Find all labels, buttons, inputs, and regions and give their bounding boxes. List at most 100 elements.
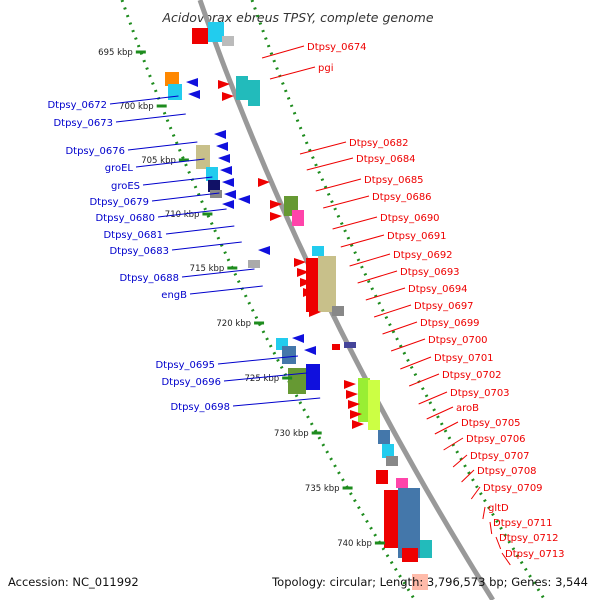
forward-label-leader: [323, 195, 370, 209]
scale-tick-label: 735 kbp: [305, 484, 340, 494]
gene-block: [312, 246, 324, 256]
forward-gene-label: Dtpsy_0691: [387, 231, 447, 242]
gene-block: [358, 378, 370, 422]
forward-gene-label: Dtpsy_0711: [493, 518, 553, 529]
reverse-gene-label: Dtpsy_0676: [65, 146, 125, 157]
forward-label-leader: [434, 421, 459, 435]
scale-tick-label: 700 kbp: [119, 102, 154, 112]
gene-arrow: [186, 78, 198, 87]
gene-block: [402, 548, 418, 562]
forward-label-leader: [495, 536, 502, 550]
map-title: Acidovorax ebreus TPSY, complete genome: [161, 10, 433, 25]
gene-block: [396, 478, 408, 488]
forward-gene-label: Dtpsy_0702: [442, 370, 502, 381]
gene-arrow: [352, 420, 364, 429]
scale-tick-label: 715 kbp: [190, 264, 225, 274]
forward-gene-label: Dtpsy_0697: [414, 301, 474, 312]
gene-block: [282, 346, 296, 364]
forward-gene-label: Dtpsy_0686: [372, 192, 432, 203]
gene-block: [384, 490, 398, 548]
forward-label-leader: [489, 521, 493, 535]
gene-arrow: [304, 346, 316, 355]
gene-arrow: [270, 212, 282, 221]
gene-arrow: [222, 178, 234, 187]
topology-label: Topology: circular; Length: 3,796,573 bp…: [271, 575, 588, 589]
gene-arrow: [297, 268, 309, 277]
forward-gene-label: Dtpsy_0699: [420, 318, 480, 329]
gene-arrow: [218, 80, 230, 89]
label-leader-lines: [109, 45, 511, 566]
forward-gene-label: Dtpsy_0708: [477, 466, 537, 477]
gene-block: [208, 180, 220, 192]
scale-tick-label: 705 kbp: [141, 156, 176, 166]
forward-label-leader: [349, 253, 391, 267]
reverse-gene-label: groEL: [105, 163, 134, 174]
gene-arrow: [258, 246, 270, 255]
forward-label-leader: [261, 45, 305, 59]
scale-tick-label: 740 kbp: [337, 539, 372, 549]
reverse-label-leader: [165, 225, 235, 235]
accession-label: Accession: NC_011992: [8, 575, 139, 589]
forward-gene-label: Dtpsy_0682: [349, 138, 409, 149]
gene-arrow: [218, 154, 230, 163]
reverse-gene-label: Dtpsy_0681: [103, 230, 163, 241]
forward-label-leader: [365, 287, 406, 301]
gene-arrow: [348, 400, 360, 409]
gene-block: [378, 430, 390, 444]
reverse-gene-label: groES: [111, 181, 140, 192]
gene-arrow: [270, 200, 282, 209]
forward-label-leader: [400, 356, 432, 370]
scale-tick-label: 695 kbp: [98, 48, 133, 58]
forward-label-leader: [452, 454, 468, 468]
reverse-gene-label: Dtpsy_0672: [47, 100, 107, 111]
feature-track-guides: [120, 0, 547, 600]
gene-block: [306, 258, 318, 312]
reverse-gene-label: Dtpsy_0698: [170, 402, 230, 413]
forward-label-leader: [426, 406, 454, 420]
reverse-gene-label: engB: [161, 290, 187, 301]
gene-block: [382, 444, 394, 458]
gene-block: [236, 76, 248, 100]
forward-gene-label: Dtpsy_0706: [466, 434, 526, 445]
forward-label-leader: [340, 234, 385, 248]
gene-arrow: [306, 298, 318, 307]
gene-block: [386, 456, 398, 466]
forward-label-leader: [443, 437, 464, 451]
gene-block: [420, 540, 432, 558]
forward-gene-label: gltD: [488, 503, 509, 514]
forward-gene-label: Dtpsy_0685: [364, 175, 424, 186]
gene-block: [288, 368, 306, 394]
reverse-label-leader: [115, 113, 186, 123]
forward-label-leader: [408, 373, 440, 387]
gene-block: [165, 72, 179, 86]
gene-arrow: [214, 130, 226, 139]
gene-block: [210, 190, 222, 198]
scale-tick-label: 725 kbp: [245, 374, 280, 384]
gene-block: [248, 260, 260, 268]
gene-arrow: [303, 288, 315, 297]
gene-arrow: [238, 195, 250, 204]
gene-block: [368, 380, 380, 430]
forward-label-leader: [332, 216, 378, 230]
reverse-label-leader: [109, 95, 179, 105]
forward-gene-label: Dtpsy_0705: [461, 418, 521, 429]
gene-block: [248, 80, 260, 106]
gene-block: [292, 210, 304, 226]
reverse-gene-label: Dtpsy_0679: [89, 197, 149, 208]
gene-arrow: [224, 190, 236, 199]
reverse-label-leader: [171, 241, 242, 251]
forward-label-leader: [299, 141, 347, 155]
gene-block: [332, 306, 344, 316]
forward-gene-label: Dtpsy_0712: [499, 533, 559, 544]
reverse-gene-label: Dtpsy_0695: [155, 360, 215, 371]
reverse-label-leader: [135, 158, 205, 168]
reverse-gene-label: Dtpsy_0673: [53, 118, 113, 129]
gene-block: [412, 574, 428, 590]
forward-label-leader: [390, 338, 426, 352]
gene-block: [344, 342, 356, 348]
reverse-gene-label: Dtpsy_0680: [95, 213, 155, 224]
gene-arrow: [222, 200, 234, 209]
gene-arrow: [188, 90, 200, 99]
scale-tick-label: 710 kbp: [165, 210, 200, 220]
gene-arrow: [300, 278, 312, 287]
